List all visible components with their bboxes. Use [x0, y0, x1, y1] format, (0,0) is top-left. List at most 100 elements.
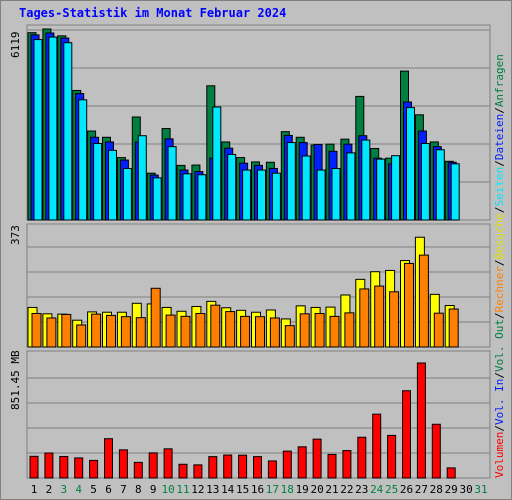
bar-volume-volumen-day-20: [312, 438, 322, 479]
bar-visits-rechner-day-11: [180, 315, 191, 348]
day-label-14: 14: [221, 483, 235, 496]
bar-visits-rechner-day-12: [195, 313, 206, 348]
bar-visits-rechner-day-24: [374, 285, 385, 348]
day-label-31: 31: [474, 483, 487, 496]
bar-volume-volumen-day-11: [178, 463, 188, 479]
bar-hits-seiten-day-5: [93, 143, 103, 221]
bar-volume-volumen-day-26: [402, 390, 411, 479]
day-label-16: 16: [251, 483, 264, 496]
bar-visits-rechner-day-6: [106, 314, 116, 348]
day-label-23: 23: [355, 483, 368, 496]
chart-title: Tages-Statistik im Monat Februar 2024: [19, 6, 287, 20]
bar-volume-volumen-day-7: [118, 449, 128, 479]
day-label-28: 28: [430, 483, 443, 496]
day-label-4: 4: [75, 483, 82, 496]
bar-hits-seiten-day-28: [435, 149, 445, 221]
bar-visits-rechner-day-3: [61, 313, 72, 348]
bar-hits-seiten-day-8: [137, 135, 147, 221]
bar-hits-seiten-day-11: [182, 173, 192, 221]
bar-volume-volumen-day-23: [357, 436, 367, 479]
bar-volume-volumen-day-25: [387, 434, 397, 479]
bar-hits-seiten-day-2: [48, 36, 58, 221]
bar-volume-volumen-day-1: [29, 455, 39, 479]
bar-volume-volumen-day-10: [163, 448, 173, 479]
bar-volume-volumen-day-5: [89, 459, 99, 479]
day-label-13: 13: [206, 483, 219, 496]
bar-volume-volumen-day-28: [431, 423, 441, 479]
day-label-6: 6: [105, 483, 112, 496]
bar-volume-volumen-day-14: [223, 454, 233, 479]
day-label-22: 22: [340, 483, 353, 496]
bar-hits-seiten-day-27: [420, 143, 430, 221]
bar-hits-seiten-day-6: [108, 149, 117, 221]
bar-volume-volumen-day-16: [253, 456, 262, 479]
bar-visits-rechner-day-2: [46, 317, 57, 348]
bar-visits-rechner-day-5: [91, 313, 102, 348]
bar-visits-rechner-day-16: [255, 316, 265, 348]
bar-visits-rechner-day-17: [269, 317, 280, 348]
bar-visits-rechner-day-9: [150, 287, 161, 348]
bar-hits-seiten-day-21: [331, 167, 341, 221]
day-label-2: 2: [46, 483, 53, 496]
bar-hits-seiten-day-10: [167, 146, 177, 221]
bar-visits-rechner-day-7: [120, 316, 131, 348]
day-label-10: 10: [161, 483, 174, 496]
bar-visits-rechner-day-21: [329, 315, 340, 348]
bar-volume-volumen-day-17: [267, 460, 277, 479]
bar-hits-seiten-day-1: [33, 39, 43, 221]
day-label-17: 17: [266, 483, 279, 496]
day-label-3: 3: [60, 483, 67, 496]
bar-hits-seiten-day-3: [63, 42, 73, 221]
bar-visits-rechner-day-13: [210, 304, 221, 348]
bar-volume-volumen-day-13: [208, 456, 218, 479]
day-label-29: 29: [445, 483, 458, 496]
bar-visits-rechner-day-15: [240, 315, 251, 348]
bar-visits-rechner-day-20: [314, 313, 325, 348]
bar-hits-seiten-day-16: [257, 169, 266, 221]
bar-hits-seiten-day-15: [242, 169, 252, 221]
day-label-18: 18: [281, 483, 294, 496]
bar-visits-rechner-day-29: [448, 308, 459, 348]
day-label-11: 11: [176, 483, 189, 496]
day-label-19: 19: [296, 483, 309, 496]
day-label-21: 21: [325, 483, 338, 496]
day-label-7: 7: [120, 483, 127, 496]
bar-visits-rechner-day-27: [418, 254, 429, 348]
bar-visits-rechner-day-8: [135, 317, 146, 348]
bar-hits-seiten-day-20: [316, 169, 326, 221]
bar-volume-volumen-day-15: [238, 454, 248, 479]
day-label-15: 15: [236, 483, 249, 496]
day-label-8: 8: [135, 483, 142, 496]
bar-volume-volumen-day-8: [133, 461, 143, 479]
bar-volume-volumen-day-3: [59, 455, 69, 479]
bar-hits-seiten-day-4: [78, 99, 88, 221]
bar-visits-rechner-day-19: [299, 313, 310, 348]
bar-hits-seiten-day-17: [271, 172, 281, 221]
bar-volume-volumen-day-29: [446, 467, 456, 479]
day-label-24: 24: [370, 483, 384, 496]
bar-hits-seiten-day-12: [197, 174, 207, 221]
bar-volume-volumen-day-19: [297, 446, 307, 479]
day-label-9: 9: [150, 483, 157, 496]
bar-visits-rechner-day-22: [344, 312, 355, 348]
bar-visits-rechner-day-23: [359, 288, 370, 348]
bar-volume-volumen-day-24: [372, 413, 382, 479]
bar-volume-volumen-day-27: [416, 362, 426, 479]
bar-volume-volumen-day-12: [193, 464, 203, 479]
bar-hits-seiten-day-24: [376, 158, 386, 221]
bar-visits-rechner-day-26: [404, 262, 414, 348]
bar-volume-volumen-day-21: [327, 453, 337, 479]
day-label-1: 1: [31, 483, 38, 496]
bar-hits-seiten-day-25: [391, 155, 401, 221]
bar-hits-seiten-day-18: [286, 142, 296, 221]
bar-hits-seiten-day-26: [406, 107, 415, 221]
bar-hits-seiten-day-14: [227, 153, 237, 221]
day-label-5: 5: [90, 483, 97, 496]
bar-visits-rechner-day-1: [31, 313, 42, 348]
day-label-12: 12: [191, 483, 204, 496]
bar-visits-rechner-day-10: [165, 314, 176, 348]
bar-hits-seiten-day-9: [152, 177, 162, 221]
day-label-20: 20: [310, 483, 323, 496]
bar-volume-volumen-day-9: [148, 452, 158, 479]
